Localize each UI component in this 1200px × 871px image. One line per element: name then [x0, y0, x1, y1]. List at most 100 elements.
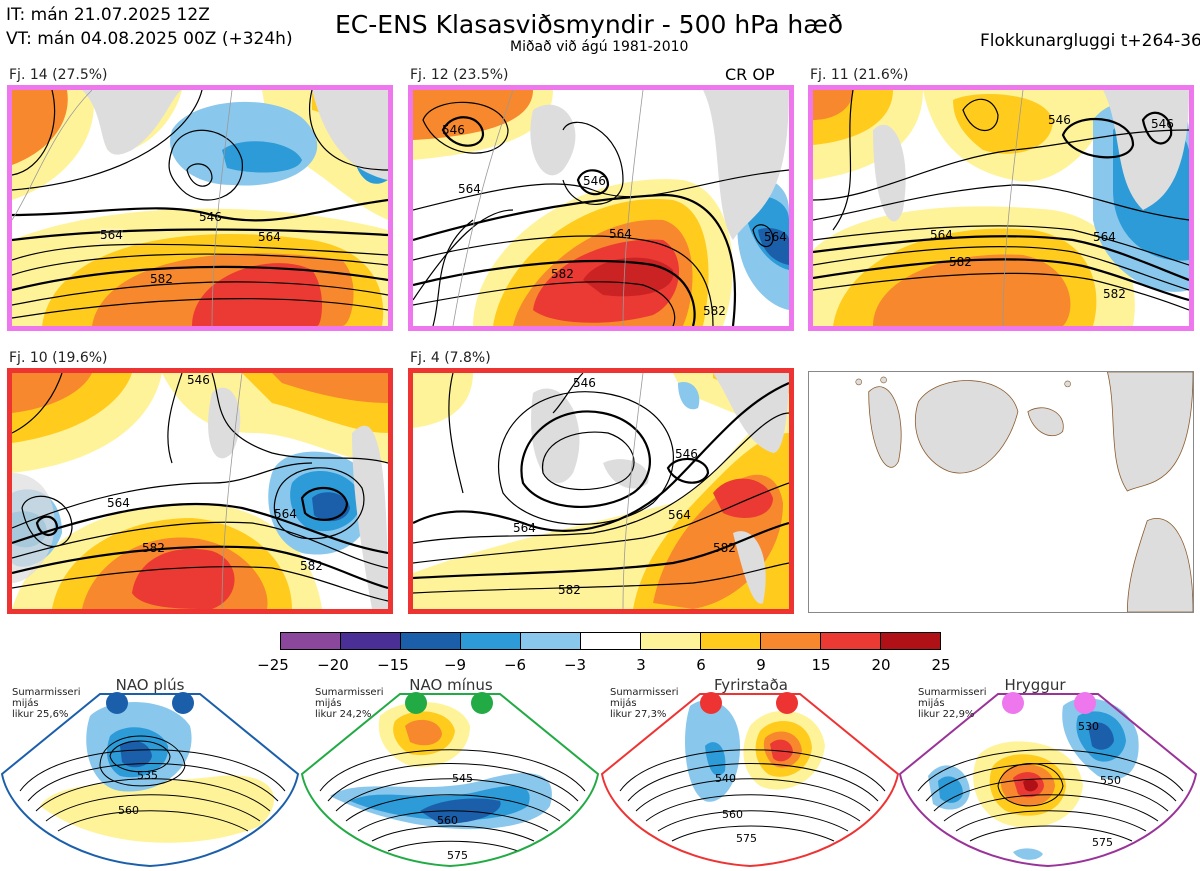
regime-nao-minus: Sumarmisseri mijás likur 24,2% NAO mínus… [300, 676, 602, 871]
contour-label: 546 [583, 174, 606, 188]
regime-mean: mijás [12, 698, 39, 709]
panel-label-2: Fj. 12 (23.5%) [410, 67, 509, 83]
contour-label: 564 [513, 521, 536, 535]
regime-map-blocking [600, 693, 900, 868]
regime-marker [106, 692, 128, 714]
regime-marker [471, 692, 493, 714]
regime-marker [1074, 692, 1096, 714]
regime-title: Hryggur [1004, 676, 1066, 694]
base-map-coastlines [855, 372, 1193, 612]
regime-marker [700, 692, 722, 714]
panel-label-5: Fj. 4 (7.8%) [410, 350, 491, 366]
regime-mean: mijás [315, 698, 342, 709]
cluster-map-3 [813, 90, 1189, 326]
classification-window: Flokkunargluggi t+264-360 [980, 31, 1200, 51]
regime-contour-label: 530 [1078, 720, 1099, 733]
colorbar-segment [820, 632, 881, 650]
regime-probability: likur 25,6% [12, 709, 69, 720]
contour-label: 564 [764, 230, 787, 244]
cr-op-label: CR OP [725, 65, 775, 84]
contour-label: 564 [258, 230, 281, 244]
regime-marker [776, 692, 798, 714]
cluster-map-2 [413, 90, 789, 326]
contour-label: 582 [150, 272, 173, 286]
colorbar-segment [340, 632, 401, 650]
page-subtitle: Miðað við ágú 1981-2010 [510, 39, 689, 55]
colorbar-segment [760, 632, 821, 650]
regime-title: NAO mínus [409, 676, 493, 694]
regime-probability: likur 22,9% [918, 709, 975, 720]
regime-season: Sumarmisseri [610, 687, 679, 698]
regime-contour-label: 550 [1100, 774, 1121, 787]
regime-contour-label: 575 [736, 832, 757, 845]
contour-label: 582 [703, 304, 726, 318]
cluster-map-panel-5: 546 546 564 564 582 582 [408, 368, 794, 614]
contour-label: 546 [675, 447, 698, 461]
regime-contour-label: 560 [118, 804, 139, 817]
cluster-map-panel-1: 564 546 564 582 [7, 85, 393, 331]
regime-nao-plus: Sumarmisseri mijás likur 25,6% NAO plús … [0, 676, 302, 871]
colorbar-tick: 20 [871, 656, 891, 674]
regime-season: Sumarmisseri [918, 687, 987, 698]
colorbar-segment [520, 632, 581, 650]
colorbar-segment [280, 632, 341, 650]
colorbar-tick: −20 [317, 656, 349, 674]
contour-label: 564 [930, 228, 953, 242]
regime-contour-label: 560 [722, 808, 743, 821]
colorbar-tick: 9 [756, 656, 766, 674]
colorbar-tick: 6 [696, 656, 706, 674]
colorbar-segment [640, 632, 701, 650]
regime-marker [405, 692, 427, 714]
contour-label: 546 [199, 210, 222, 224]
colorbar-segment [460, 632, 521, 650]
cluster-map-1 [12, 90, 388, 326]
cluster-map-5 [413, 373, 789, 609]
contour-label: 582 [558, 583, 581, 597]
regime-title: NAO plús [115, 676, 185, 694]
contour-label: 564 [609, 227, 632, 241]
colorbar-tick: 3 [636, 656, 646, 674]
contour-label: 582 [949, 255, 972, 269]
regime-mean: mijás [610, 698, 637, 709]
regime-probability: likur 27,3% [610, 709, 667, 720]
regime-marker [172, 692, 194, 714]
contour-label: 564 [1093, 230, 1116, 244]
contour-label: 564 [668, 508, 691, 522]
colorbar-segment [400, 632, 461, 650]
colorbar-segment [880, 632, 941, 650]
contour-label: 564 [458, 182, 481, 196]
regime-contour-label: 560 [437, 814, 458, 827]
contour-label: 546 [573, 376, 596, 390]
contour-label: 564 [100, 228, 123, 242]
colorbar-tick: −3 [563, 656, 587, 674]
contour-label: 546 [1151, 117, 1174, 131]
contour-label: 582 [142, 541, 165, 555]
contour-label: 546 [1048, 113, 1071, 127]
contour-label: 582 [713, 541, 736, 555]
regime-contour-label: 540 [715, 772, 736, 785]
cluster-map-4 [12, 373, 388, 609]
cluster-map-panel-4: 546 564 564 582 582 [7, 368, 393, 614]
colorbar-tick: 15 [811, 656, 831, 674]
cluster-map-panel-2: 546 546 564 564 582 582 564 [408, 85, 794, 331]
colorbar-tick: −6 [503, 656, 527, 674]
contour-label: 564 [274, 507, 297, 521]
contour-label: 546 [187, 373, 210, 387]
regime-marker [1002, 692, 1024, 714]
panel-label-3: Fj. 11 (21.6%) [810, 67, 909, 83]
regime-contour-label: 545 [452, 772, 473, 785]
valid-time: VT: mán 04.08.2025 00Z (+324h) [6, 29, 293, 49]
colorbar-tick: 25 [931, 656, 951, 674]
contour-label: 546 [442, 123, 465, 137]
regime-contour-label: 575 [447, 849, 468, 862]
regime-map-nao-minus [300, 693, 600, 868]
regime-contour-label: 535 [137, 769, 158, 782]
empty-base-map [808, 371, 1194, 613]
regime-ridge: Sumarmisseri mijás likur 22,9% Hryggur 5… [898, 676, 1200, 871]
page-title: EC-ENS Klasasviðsmyndir - 500 hPa hæð [335, 10, 844, 39]
issue-time: IT: mán 21.07.2025 12Z [6, 5, 210, 25]
cluster-map-panel-3: 546 546 564 564 582 582 [808, 85, 1194, 331]
colorbar-tick: −25 [257, 656, 289, 674]
colorbar-segment [700, 632, 761, 650]
panel-label-1: Fj. 14 (27.5%) [9, 67, 108, 83]
